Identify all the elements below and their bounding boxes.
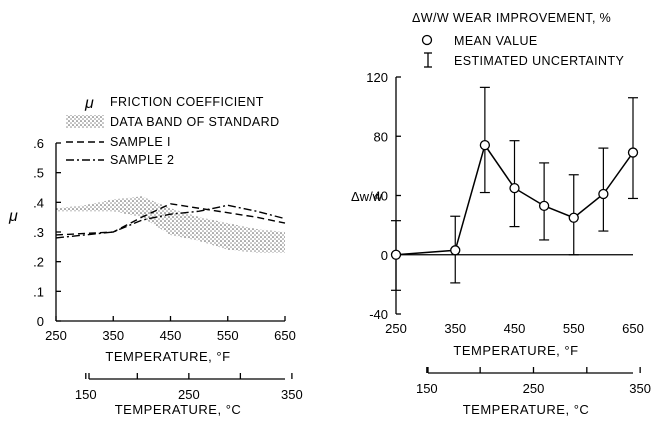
legend-entry-mean: MEAN VALUE [454,34,538,48]
friction-series-sample2 [55,204,286,239]
wear-y-tick-label: 40 [374,189,388,204]
wear-legend: ΔW/W WEAR IMPROVEMENT, % MEAN VALUE ESTI… [412,11,624,68]
wear-mean-point [568,212,579,223]
legend-entry-sample1: SAMPLE I [110,135,171,149]
wear-x-tick-label: 650 [622,321,644,336]
friction-y-tick-label: .4 [33,195,44,210]
friction-celsius-tick-label: 150 [75,387,97,402]
friction-data-band [56,196,285,253]
wear-x-tick-label: 450 [504,321,526,336]
friction-y-tick-label: .5 [33,166,44,181]
wear-mean-line [395,143,634,256]
friction-x-tick-label: 650 [274,328,296,343]
legend-entry-band: DATA BAND OF STANDARD [110,115,280,129]
wear-y-tick-label: 120 [366,70,388,85]
wear-x-axis-title: TEMPERATURE, °F [453,343,578,358]
wear-y-tick-label: 80 [374,129,388,144]
friction-x-tick-label: 250 [45,328,67,343]
wear-y-tick-label: -40 [369,307,388,322]
legend-entry-uncertainty: ESTIMATED UNCERTAINTY [454,54,624,68]
friction-y-tick-label: .3 [33,225,44,240]
legend-mu-symbol: μ [84,95,94,112]
wear-error-bar [479,86,490,194]
friction-celsius-tick-label: 250 [178,387,200,402]
legend-entry-sample2: SAMPLE 2 [110,153,174,167]
wear-x-tick-label: 350 [444,321,466,336]
wear-y-tick-label: 0 [381,248,388,263]
wear-plot-area: -40 0 40 80 120 250 350 450 550 650 [366,70,644,336]
legend-mean-marker [421,34,433,46]
friction-celsius-axis: 150 250 350 [75,373,303,402]
legend-band-swatch [66,115,104,128]
legend-uncertainty-marker [424,52,432,68]
wear-celsius-tick-label: 350 [629,381,651,396]
friction-plot-area: 0 .1 .2 .3 .4 .5 .6 250 350 450 550 650 [33,136,296,343]
wear-y-axis-label: Δw/w [351,189,383,204]
wear-mean-point [627,147,639,158]
wear-legend-title: ΔW/W WEAR IMPROVEMENT, % [412,11,611,25]
legend-title: FRICTION COEFFICIENT [110,95,264,109]
friction-series-sample1 [55,203,286,236]
wear-x-tick-label: 550 [563,321,585,336]
friction-legend: μ FRICTION COEFFICIENT DATA BAND OF STAN… [66,95,280,167]
friction-x-tick-label: 550 [217,328,239,343]
wear-celsius-axis-title: TEMPERATURE, °C [463,402,590,417]
wear-mean-point [509,182,520,194]
wear-mean-point [450,245,461,256]
friction-y-tick-label: 0 [37,314,44,329]
wear-chart: ΔW/W WEAR IMPROVEMENT, % MEAN VALUE ESTI… [351,11,651,417]
friction-y-axis-label: μ [8,208,18,225]
friction-celsius-axis-title: TEMPERATURE, °C [115,402,242,417]
wear-mean-point [479,139,491,151]
friction-y-tick-label: .2 [33,255,44,270]
wear-mean-point [598,188,609,200]
friction-y-tick-label: .6 [33,136,44,151]
friction-x-tick-label: 450 [160,328,182,343]
wear-celsius-axis: 150 250 350 [416,367,651,396]
wear-celsius-tick-label: 250 [523,381,545,396]
wear-mean-point [390,249,402,260]
friction-celsius-tick-label: 350 [281,387,303,402]
friction-chart: μ FRICTION COEFFICIENT DATA BAND OF STAN… [8,95,303,417]
wear-mean-point [538,200,550,212]
friction-y-tick-label: .1 [33,284,44,299]
wear-x-tick-label: 250 [385,321,407,336]
friction-x-tick-label: 350 [102,328,124,343]
wear-celsius-tick-label: 150 [416,381,438,396]
friction-x-axis-title: TEMPERATURE, °F [105,349,230,364]
